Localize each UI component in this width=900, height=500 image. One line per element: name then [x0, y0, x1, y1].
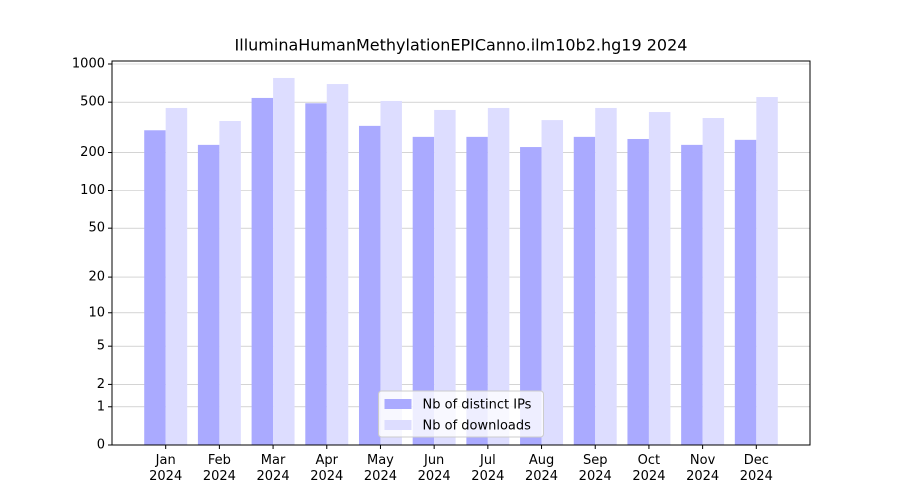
x-tick-label: Feb 2024: [202, 453, 236, 484]
bar: [165, 107, 188, 446]
y-tick-label: 0: [97, 438, 105, 453]
bar: [520, 147, 542, 445]
bar: [648, 112, 671, 446]
x-tick-label: Sep 2024: [578, 453, 612, 484]
bar: [326, 84, 349, 446]
x-tick-label: Jul 2024: [471, 453, 505, 484]
y-tick-label: 500: [80, 95, 105, 110]
x-tick-label: Apr 2024: [310, 453, 344, 484]
bar: [358, 125, 381, 445]
bar: [144, 130, 166, 445]
y-tick-label: 1000: [72, 57, 105, 72]
bar: [305, 103, 327, 445]
bar: [412, 136, 435, 446]
y-tick-label: 1: [97, 399, 105, 414]
bar: [251, 97, 274, 445]
x-tick-label: Aug 2024: [524, 453, 559, 484]
x-tick-label: May 2024: [363, 453, 397, 484]
y-tick-label: 2: [97, 377, 105, 392]
y-tick-label: 5: [97, 339, 105, 354]
legend-box: [378, 390, 544, 438]
legend-swatch: [384, 399, 412, 409]
bar: [681, 144, 703, 445]
x-tick-label: Jun 2024: [417, 453, 451, 484]
legend-label: Nb of downloads: [423, 419, 532, 434]
bar: [756, 97, 778, 445]
y-tick-label: 100: [80, 183, 105, 198]
bar: [219, 121, 241, 446]
y-tick-label: 50: [88, 221, 105, 236]
x-tick-label: Jan 2024: [149, 453, 183, 484]
y-tick-label: 10: [88, 305, 105, 320]
bar: [434, 109, 456, 446]
bar: [541, 120, 564, 445]
y-tick-label: 20: [88, 270, 105, 285]
plot-frame: [111, 60, 811, 446]
x-tick-label: Nov 2024: [686, 453, 720, 484]
x-tick-label: Dec 2024: [739, 453, 773, 484]
legend-swatch: [384, 420, 412, 430]
y-tick-label: 200: [80, 145, 105, 160]
bar: [197, 144, 220, 445]
legend-label: Nb of distinct IPs: [423, 398, 532, 413]
bar: [573, 136, 596, 446]
x-tick-label: Mar 2024: [256, 453, 290, 484]
bar: [702, 118, 725, 446]
chart-title: IlluminaHumanMethylationEPICanno.ilm10b2…: [235, 36, 688, 55]
x-tick-label: Oct 2024: [632, 453, 666, 484]
bar: [273, 77, 295, 446]
bar: [380, 100, 402, 446]
bar: [734, 139, 757, 445]
bar: [627, 138, 649, 446]
bar: [466, 136, 488, 446]
bar: [595, 107, 617, 446]
bar: [487, 107, 510, 446]
